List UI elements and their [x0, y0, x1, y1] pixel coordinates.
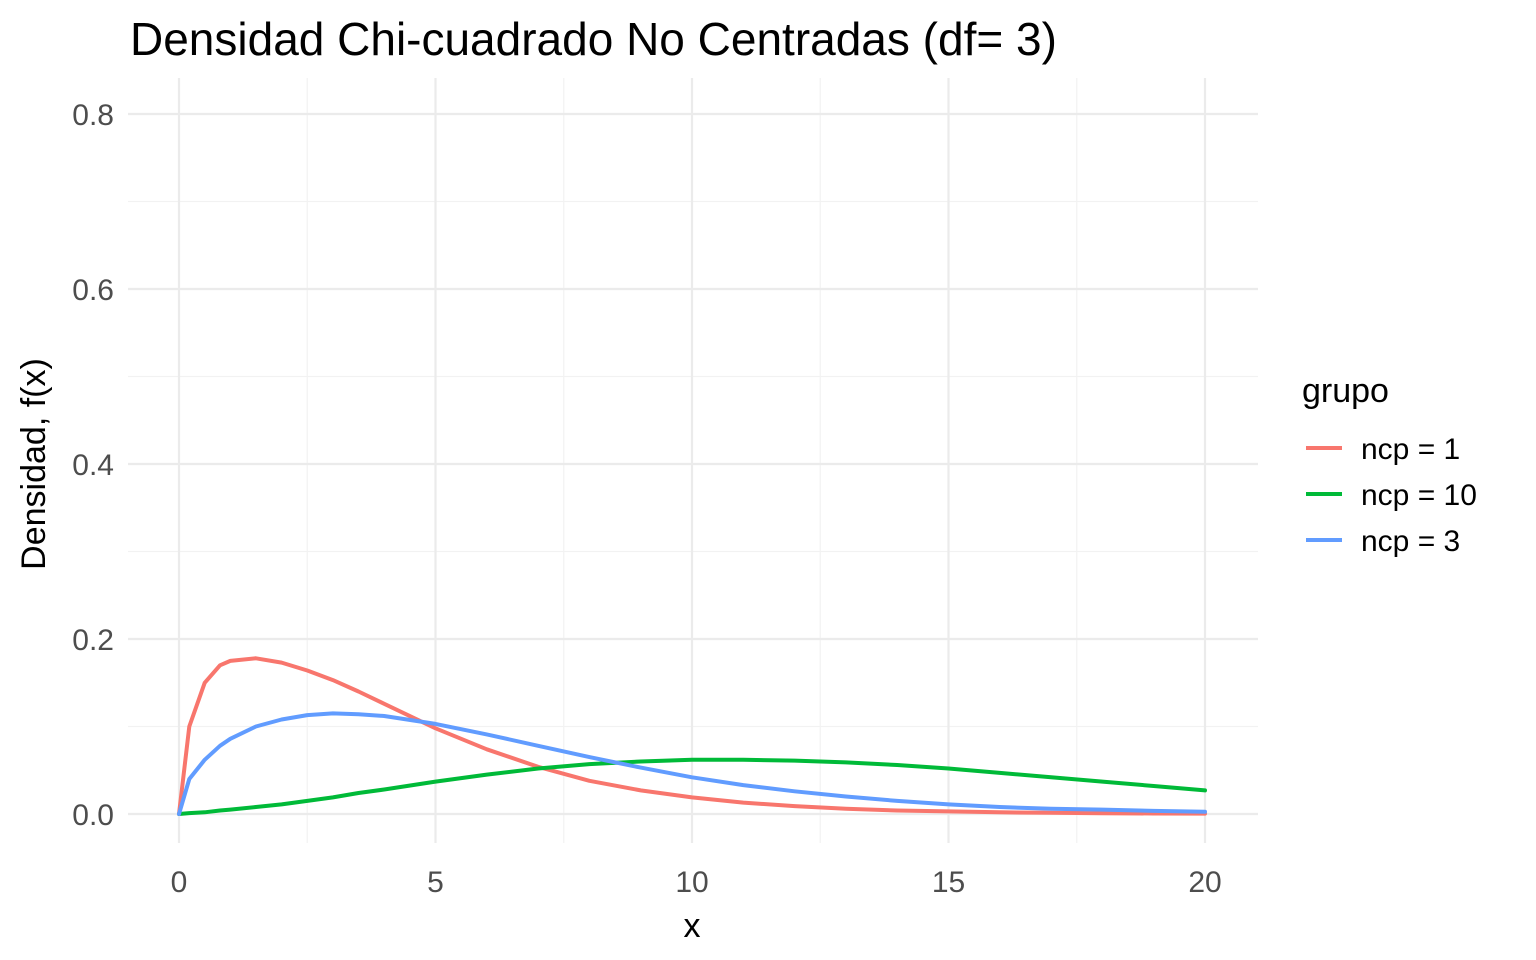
legend-label: ncp = 3 — [1361, 525, 1460, 558]
x-tick-label: 0 — [171, 866, 188, 899]
series-layer — [177, 656, 1207, 816]
legend-items: ncp = 1 ncp = 10 ncp = 3 — [1306, 433, 1477, 558]
series-line — [177, 757, 1207, 816]
y-tick-label: 0.6 — [72, 274, 114, 307]
grid-major — [128, 78, 1258, 843]
y-tick-label: 0.0 — [72, 799, 114, 832]
legend-label: ncp = 1 — [1361, 433, 1460, 466]
legend: grupo ncp = 1 ncp = 10 ncp = 3 — [1302, 372, 1477, 558]
legend-title: grupo — [1302, 372, 1389, 410]
x-tick-label: 5 — [427, 866, 444, 899]
series-line — [177, 711, 1207, 816]
x-tick-label: 10 — [675, 866, 708, 899]
x-tick-label: 15 — [932, 866, 965, 899]
y-tick-label: 0.8 — [72, 99, 114, 132]
legend-label: ncp = 10 — [1361, 479, 1477, 512]
x-axis-title: x — [684, 907, 701, 945]
y-tick-label: 0.2 — [72, 624, 114, 657]
chart-title: Densidad Chi-cuadrado No Centradas (df= … — [130, 13, 1057, 65]
y-tick-label: 0.4 — [72, 449, 114, 482]
y-axis-ticks: 0.0 0.2 0.4 0.6 0.8 — [72, 99, 114, 832]
x-tick-label: 20 — [1188, 866, 1221, 899]
x-axis-ticks: 0 5 10 15 20 — [171, 866, 1222, 899]
y-axis-title: Densidad, f(x) — [15, 358, 53, 570]
